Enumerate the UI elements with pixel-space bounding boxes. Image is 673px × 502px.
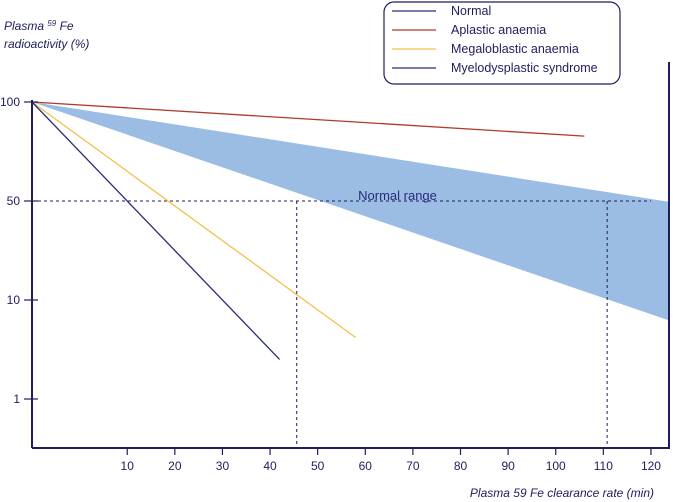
legend-label-aplastic-anaemia: Aplastic anaemia <box>451 23 546 37</box>
legend-label-megaloblastic-anaemia: Megaloblastic anaemia <box>451 42 579 56</box>
series-line-myelodysplastic-syndrome <box>31 101 281 360</box>
x-tick-label-100: 100 <box>546 459 566 473</box>
y-label-isotope: 59 <box>47 19 56 28</box>
series-line-megaloblastic-anaemia <box>31 101 357 339</box>
y-tick-label-10: 10 <box>7 293 21 307</box>
x-tick-label-90: 90 <box>501 459 515 473</box>
x-tick-label-10: 10 <box>121 459 135 473</box>
x-tick-label-80: 80 <box>454 459 468 473</box>
y-axis-label: Plasma 59 Fe <box>4 19 74 33</box>
x-tick-label-40: 40 <box>263 459 277 473</box>
legend-box <box>383 1 621 85</box>
x-ticks: 10 20 30 40 50 60 70 80 90 100 110 120 <box>121 448 661 473</box>
legend: Normal Aplastic anaemia Megaloblastic anae… <box>383 1 621 85</box>
x-tick-label-20: 20 <box>168 459 182 473</box>
normal-range-band <box>32 102 670 321</box>
x-tick-label-110: 110 <box>594 459 613 473</box>
x-tick-label-50: 50 <box>311 459 325 473</box>
legend-label-normal: Normal <box>451 4 491 18</box>
x-axis-label: Plasma 59 Fe clearance rate (min) <box>470 486 654 500</box>
x-tick-label-70: 70 <box>406 459 420 473</box>
y-label-suffix: Fe <box>56 19 74 33</box>
y-tick-label-1: 1 <box>13 392 20 406</box>
y-tick-label-100: 100 <box>0 95 20 109</box>
x-tick-label-120: 120 <box>641 459 661 473</box>
y-label-prefix: Plasma <box>4 19 47 33</box>
y-ticks: 100 50 10 1 <box>0 95 38 406</box>
x-tick-label-60: 60 <box>359 459 373 473</box>
series-line-aplastic-anaemia <box>31 101 585 137</box>
y-axis-label-line2: radioactivity (%) <box>4 37 89 51</box>
legend-label-myelodysplastic-syndrome: Myelodysplastic syndrome <box>451 61 598 75</box>
series-group <box>31 101 585 360</box>
normal-range-label: Normal range <box>358 188 437 203</box>
x-tick-label-30: 30 <box>216 459 230 473</box>
y-tick-label-50: 50 <box>7 194 21 208</box>
reference-lines <box>32 200 651 447</box>
